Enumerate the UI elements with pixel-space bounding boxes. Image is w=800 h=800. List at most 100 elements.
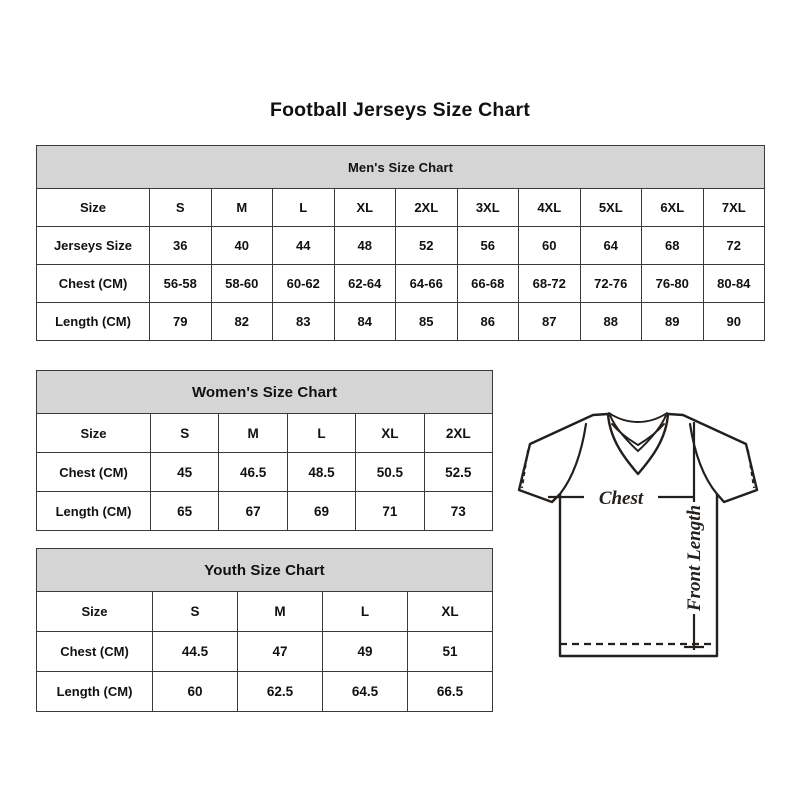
page-title: Football Jerseys Size Chart [269,99,531,121]
youth-row-label-chest: Chest (CM) [36,631,153,672]
mens-col-header-5xl: 5XL [579,188,642,227]
womens-col-header-size: Size [36,413,151,453]
table-cell: 80-84 [702,264,766,303]
table-cell: 65 [149,491,220,531]
table-row: Chest (CM) 45 46.5 48.5 50.5 52.5 [36,452,494,492]
table-cell: 86 [456,302,519,341]
mens-col-header-3xl: 3XL [456,188,519,227]
table-row: Chest (CM) 44.5 47 49 51 [36,631,494,672]
table-cell: 52 [395,226,458,265]
table-cell: 51 [406,631,494,672]
table-cell: 58-60 [210,264,273,303]
womens-col-header-m: M [218,413,288,453]
womens-col-header-2xl: 2XL [423,413,494,453]
table-cell: 87 [518,302,581,341]
table-cell: 67 [218,491,288,531]
table-cell: 62.5 [237,671,323,712]
table-row: Length (CM) 60 62.5 64.5 66.5 [36,671,494,712]
mens-table-caption: Men's Size Chart [35,145,766,189]
table-cell: 68 [641,226,704,265]
table-cell: 79 [149,302,212,341]
table-row: Jerseys Size 36 40 44 48 52 56 60 64 68 … [36,226,766,265]
table-cell: 90 [702,302,766,341]
mens-row-label-chest: Chest (CM) [36,264,150,303]
womens-table-header-row: Size S M L XL 2XL [36,413,494,453]
mens-col-header-4xl: 4XL [518,188,581,227]
table-cell: 72 [702,226,766,265]
mens-col-header-6xl: 6XL [641,188,704,227]
table-cell: 84 [333,302,396,341]
table-cell: 72-76 [579,264,642,303]
youth-col-header-size: Size [36,591,153,632]
table-cell: 82 [210,302,273,341]
womens-col-header-s: S [149,413,220,453]
table-cell: 48.5 [286,452,357,492]
table-cell: 50.5 [355,452,425,492]
youth-row-label-length: Length (CM) [36,671,153,712]
womens-table-caption: Women's Size Chart [35,370,494,414]
table-cell: 60 [152,671,238,712]
mens-row-label-length: Length (CM) [36,302,150,341]
jersey-measurement-diagram: Chest Front Length [498,398,778,688]
table-cell: 64 [579,226,642,265]
table-cell: 69 [286,491,357,531]
table-cell: 68-72 [518,264,581,303]
table-cell: 47 [237,631,323,672]
table-cell: 62-64 [333,264,396,303]
womens-size-chart-table: Women's Size Chart Size S M L XL 2XL Che… [35,370,494,531]
youth-table-caption-row: Youth Size Chart [35,548,494,592]
table-cell: 83 [272,302,335,341]
front-length-measure-label: Front Length [684,505,705,612]
table-cell: 73 [423,491,494,531]
youth-col-header-xl: XL [406,591,494,632]
table-cell: 52.5 [423,452,494,492]
table-cell: 71 [355,491,425,531]
youth-table-header-row: Size S M L XL [36,591,494,632]
womens-row-label-length: Length (CM) [36,491,151,531]
youth-col-header-s: S [152,591,238,632]
table-cell: 89 [641,302,704,341]
table-cell: 60 [518,226,581,265]
mens-row-label-jerseys-size: Jerseys Size [36,226,150,265]
mens-col-header-m: M [210,188,273,227]
womens-row-label-chest: Chest (CM) [36,452,151,492]
youth-size-chart-table: Youth Size Chart Size S M L XL Chest (CM… [35,548,494,712]
table-cell: 66-68 [456,264,519,303]
table-cell: 66.5 [406,671,494,712]
table-cell: 76-80 [641,264,704,303]
chest-measure-label: Chest [599,488,644,509]
table-cell: 49 [322,631,408,672]
mens-table-header-row: Size S M L XL 2XL 3XL 4XL 5XL 6XL 7XL [36,188,766,227]
mens-col-header-l: L [272,188,335,227]
youth-table-caption: Youth Size Chart [35,548,494,592]
table-cell: 56-58 [149,264,212,303]
mens-col-header-2xl: 2XL [395,188,458,227]
mens-col-header-xl: XL [333,188,396,227]
table-cell: 44 [272,226,335,265]
table-cell: 88 [579,302,642,341]
mens-size-chart-table: Men's Size Chart Size S M L XL 2XL 3XL 4… [35,145,766,341]
table-cell: 64-66 [395,264,458,303]
table-row: Length (CM) 65 67 69 71 73 [36,491,494,531]
table-cell: 44.5 [152,631,238,672]
table-row: Length (CM) 79 82 83 84 85 86 87 88 89 9… [36,302,766,341]
womens-col-header-xl: XL [355,413,425,453]
table-cell: 46.5 [218,452,288,492]
mens-col-header-7xl: 7XL [702,188,766,227]
youth-col-header-m: M [237,591,323,632]
mens-col-header-s: S [149,188,212,227]
womens-col-header-l: L [286,413,357,453]
table-cell: 60-62 [272,264,335,303]
table-cell: 48 [333,226,396,265]
womens-table-caption-row: Women's Size Chart [35,370,494,414]
table-cell: 85 [395,302,458,341]
table-row: Chest (CM) 56-58 58-60 60-62 62-64 64-66… [36,264,766,303]
mens-col-header-size: Size [36,188,150,227]
table-cell: 40 [210,226,273,265]
table-cell: 45 [149,452,220,492]
table-cell: 56 [456,226,519,265]
table-cell: 64.5 [322,671,408,712]
youth-col-header-l: L [322,591,408,632]
table-cell: 36 [149,226,212,265]
mens-table-caption-row: Men's Size Chart [35,145,766,189]
